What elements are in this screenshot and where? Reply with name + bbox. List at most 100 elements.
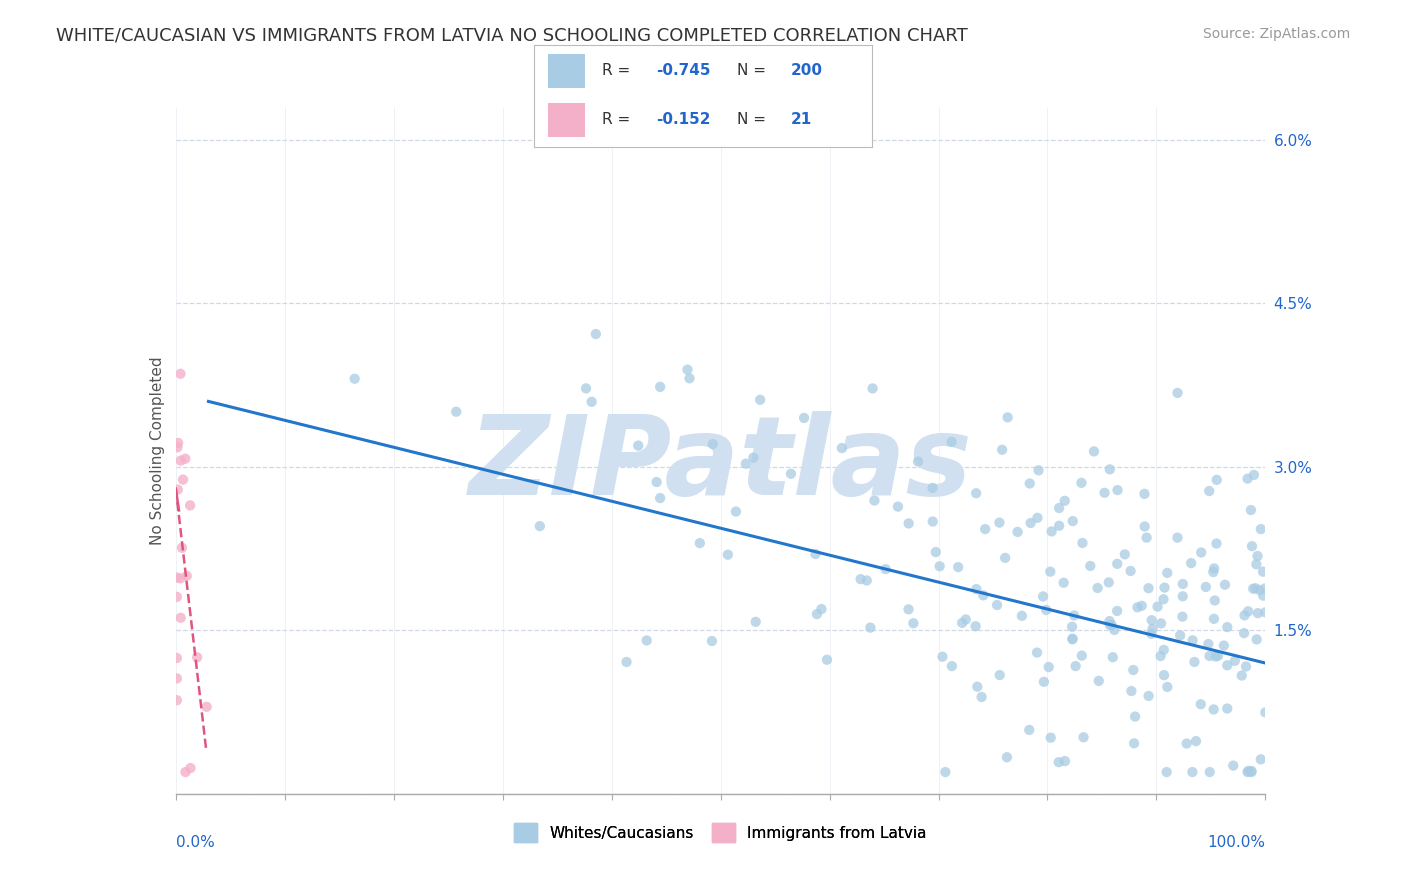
- Point: [169, 367, 191, 381]
- Point: [925, 545, 948, 559]
- Point: [780, 467, 803, 481]
- Point: [1107, 557, 1129, 571]
- Point: [1181, 765, 1204, 780]
- Text: 21: 21: [790, 112, 813, 128]
- Point: [1098, 575, 1121, 590]
- Point: [1149, 649, 1171, 664]
- Text: Source: ZipAtlas.com: Source: ZipAtlas.com: [1202, 27, 1350, 41]
- Point: [863, 493, 886, 508]
- Point: [444, 405, 467, 419]
- Point: [636, 633, 658, 648]
- Point: [1019, 516, 1042, 530]
- Point: [1246, 632, 1268, 647]
- Point: [1237, 764, 1260, 778]
- Point: [689, 536, 711, 550]
- Point: [1216, 658, 1239, 673]
- Point: [1171, 577, 1194, 591]
- Point: [1205, 649, 1227, 664]
- Point: [1026, 646, 1049, 660]
- Point: [1237, 604, 1260, 618]
- Point: [1107, 483, 1129, 497]
- Point: [1166, 385, 1188, 400]
- Point: [995, 750, 1018, 764]
- Point: [1062, 620, 1084, 634]
- Point: [907, 454, 929, 468]
- Point: [941, 434, 963, 449]
- Point: [1205, 473, 1227, 487]
- Point: [1101, 650, 1123, 665]
- Point: [1240, 503, 1263, 517]
- Point: [1246, 558, 1268, 572]
- Point: [650, 491, 672, 505]
- Point: [1035, 603, 1057, 617]
- Point: [1166, 531, 1188, 545]
- Point: [815, 653, 838, 667]
- Point: [744, 615, 766, 629]
- Point: [1047, 501, 1070, 516]
- Point: [1185, 734, 1208, 748]
- Point: [1206, 648, 1229, 663]
- Point: [1053, 493, 1076, 508]
- Point: [166, 590, 188, 604]
- Point: [1032, 674, 1054, 689]
- Point: [702, 437, 724, 451]
- Point: [616, 655, 638, 669]
- Point: [931, 649, 953, 664]
- Point: [1181, 633, 1204, 648]
- Point: [1133, 519, 1156, 533]
- Point: [1114, 547, 1136, 561]
- Point: [897, 602, 920, 616]
- Point: [1153, 668, 1175, 682]
- Point: [1198, 483, 1220, 498]
- Text: R =: R =: [602, 63, 636, 78]
- Point: [1123, 736, 1146, 750]
- Point: [1101, 617, 1123, 632]
- Point: [928, 559, 950, 574]
- Point: [179, 761, 201, 775]
- Point: [1007, 524, 1029, 539]
- Point: [988, 668, 1011, 682]
- Point: [793, 411, 815, 425]
- Point: [849, 572, 872, 586]
- Point: [1083, 444, 1105, 458]
- Point: [1240, 765, 1263, 780]
- Point: [1142, 622, 1164, 636]
- Point: [965, 582, 987, 596]
- Point: [991, 442, 1014, 457]
- Point: [1140, 613, 1163, 627]
- Point: [1236, 472, 1258, 486]
- Point: [700, 634, 723, 648]
- Point: [1098, 618, 1121, 632]
- Point: [167, 436, 190, 450]
- Point: [946, 560, 969, 574]
- Point: [1233, 608, 1256, 623]
- Point: [862, 381, 884, 395]
- Point: [1247, 606, 1270, 620]
- Point: [724, 504, 747, 518]
- Point: [1250, 522, 1272, 536]
- Point: [855, 574, 877, 588]
- Point: [1047, 518, 1070, 533]
- Point: [997, 410, 1019, 425]
- FancyBboxPatch shape: [548, 54, 585, 87]
- Point: [1140, 627, 1163, 641]
- Point: [176, 569, 198, 583]
- Point: [1146, 599, 1168, 614]
- Point: [955, 612, 977, 626]
- Point: [195, 699, 218, 714]
- Point: [1204, 593, 1226, 607]
- Point: [174, 451, 197, 466]
- Point: [1246, 549, 1268, 563]
- Point: [921, 515, 943, 529]
- Point: [1254, 582, 1277, 596]
- Point: [1202, 702, 1225, 716]
- Point: [170, 541, 193, 555]
- Text: N =: N =: [737, 112, 770, 128]
- Point: [1233, 626, 1256, 640]
- Point: [1133, 487, 1156, 501]
- Point: [887, 500, 910, 514]
- Point: [1254, 605, 1277, 619]
- Point: [1244, 582, 1267, 596]
- Point: [1087, 673, 1109, 688]
- Text: WHITE/CAUCASIAN VS IMMIGRANTS FROM LATVIA NO SCHOOLING COMPLETED CORRELATION CHA: WHITE/CAUCASIAN VS IMMIGRANTS FROM LATVI…: [56, 27, 967, 45]
